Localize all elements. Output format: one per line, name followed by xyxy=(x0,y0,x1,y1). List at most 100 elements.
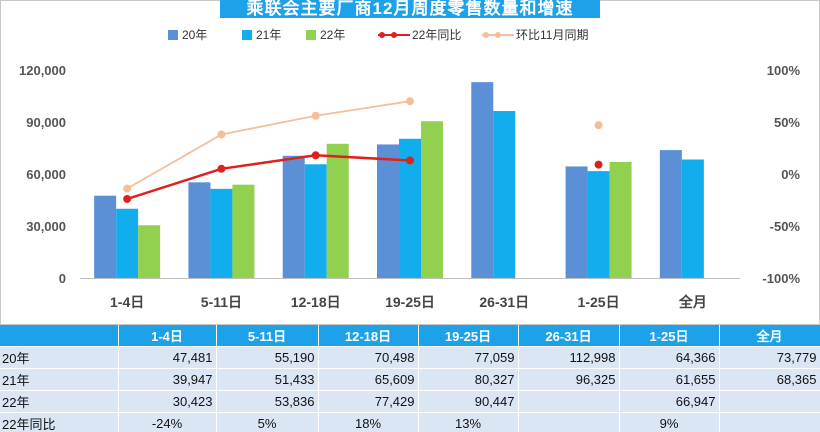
table-cell: 13% xyxy=(418,412,519,432)
bar xyxy=(94,195,117,278)
table-cell: 61,655 xyxy=(619,368,720,391)
table-cell xyxy=(518,390,620,413)
line-point xyxy=(311,151,320,160)
legend-label: 21年 xyxy=(256,28,281,42)
table-cell: 73,779 xyxy=(719,346,820,369)
y-axis-right-tick-label: 50% xyxy=(774,115,800,130)
line-point xyxy=(123,194,132,203)
line-point xyxy=(217,130,226,139)
table-cell: 5% xyxy=(216,412,319,432)
y-axis-right-tick-label: -100% xyxy=(762,271,800,286)
table-row: 22年 30,423 53,836 77,429 90,447 66,947 xyxy=(0,390,820,413)
table-header-cell xyxy=(0,325,119,347)
row-label: 20年 xyxy=(0,346,119,369)
chart-title: 乘联会主要厂商12月周度零售数量和增速 xyxy=(220,0,600,18)
legend-label: 22年 xyxy=(320,28,345,42)
y-axis-left-tick-label: 0 xyxy=(59,271,66,286)
legend-swatch xyxy=(306,30,316,40)
table-cell: 47,481 xyxy=(118,346,217,369)
bar xyxy=(210,188,233,278)
row-label: 22年 xyxy=(0,390,119,413)
line-point xyxy=(594,160,603,169)
table-cell xyxy=(518,412,620,432)
line-point xyxy=(217,164,226,173)
table-header-cell: 1-4日 xyxy=(118,325,217,347)
data-table-container: 1-4日 5-11日 12-18日 19-25日 26-31日 1-25日 全月… xyxy=(0,325,820,432)
table-cell: 39,947 xyxy=(118,368,217,391)
combo-chart: 20年 21年 22年 22年同比 环比11月同期 0 30,000 60,000 90,000… xyxy=(0,0,820,325)
legend-swatch xyxy=(168,30,178,40)
bar xyxy=(326,143,349,278)
table-cell: 77,429 xyxy=(318,390,419,413)
x-axis-tick-label: 1-4日 xyxy=(110,294,144,310)
table-cell: 80,327 xyxy=(418,368,519,391)
row-label: 21年 xyxy=(0,368,119,391)
legend-label: 环比11月同期 xyxy=(516,28,588,42)
line-point xyxy=(594,121,603,130)
bar xyxy=(471,82,494,278)
bar xyxy=(138,225,161,278)
legend-marker xyxy=(391,32,397,38)
table-cell xyxy=(719,390,820,413)
table-header-row: 1-4日 5-11日 12-18日 19-25日 26-31日 1-25日 全月 xyxy=(0,325,820,347)
bar xyxy=(399,138,421,278)
bar xyxy=(188,182,211,278)
table-header-cell: 19-25日 xyxy=(418,325,519,347)
bar xyxy=(232,184,255,278)
bar xyxy=(493,111,516,278)
x-axis-tick-label: 1-25日 xyxy=(578,294,620,310)
table-cell: 55,190 xyxy=(216,346,319,369)
y-axis-left-tick-label: 90,000 xyxy=(26,115,66,130)
legend-marker xyxy=(483,32,489,38)
table-header-cell: 全月 xyxy=(719,325,820,347)
table-cell xyxy=(719,412,820,432)
table-cell: 51,433 xyxy=(216,368,319,391)
table-cell: 112,998 xyxy=(518,346,620,369)
table-row: 20年 47,481 55,190 70,498 77,059 112,998 … xyxy=(0,346,820,369)
table-header-cell: 26-31日 xyxy=(518,325,620,347)
bar xyxy=(116,208,139,278)
legend-label: 22年同比 xyxy=(412,28,461,42)
x-axis-tick-label: 全月 xyxy=(678,294,707,310)
bar xyxy=(609,161,632,278)
y-axis-right-tick-label: 100% xyxy=(767,63,801,78)
table-cell: 68,365 xyxy=(719,368,820,391)
table-cell: 30,423 xyxy=(118,390,217,413)
legend-label: 20年 xyxy=(182,28,207,42)
bar xyxy=(377,144,399,278)
y-axis-left-tick-label: 30,000 xyxy=(26,219,66,234)
x-axis-tick-label: 12-18日 xyxy=(291,294,341,310)
bar xyxy=(304,164,327,278)
table-header-cell: 5-11日 xyxy=(216,325,319,347)
bar xyxy=(282,155,305,278)
table-cell: -24% xyxy=(118,412,217,432)
table-header-cell: 1-25日 xyxy=(619,325,720,347)
bar xyxy=(587,171,610,278)
table-cell: 18% xyxy=(318,412,419,432)
table-cell: 53,836 xyxy=(216,390,319,413)
table-header-cell: 12-18日 xyxy=(318,325,419,347)
table-cell: 9% xyxy=(619,412,720,432)
y-axis-left-tick-label: 60,000 xyxy=(26,167,66,182)
x-axis-tick-label: 26-31日 xyxy=(479,294,529,310)
bar xyxy=(565,166,588,278)
table-cell: 66,947 xyxy=(619,390,720,413)
x-axis-tick-label: 5-11日 xyxy=(201,294,242,310)
row-label: 22年同比 xyxy=(0,412,119,432)
line-point xyxy=(406,97,414,106)
table-cell: 90,447 xyxy=(418,390,519,413)
table-cell: 70,498 xyxy=(318,346,419,369)
y-axis-right-tick-label: -50% xyxy=(770,219,801,234)
data-table: 1-4日 5-11日 12-18日 19-25日 26-31日 1-25日 全月… xyxy=(0,325,820,432)
x-axis-tick-label: 19-25日 xyxy=(385,294,435,310)
table-cell: 96,325 xyxy=(518,368,620,391)
line-point xyxy=(123,184,132,193)
table-row: 21年 39,947 51,433 65,609 80,327 96,325 6… xyxy=(0,368,820,391)
bar xyxy=(681,159,704,278)
table-cell: 64,366 xyxy=(619,346,720,369)
series-line xyxy=(126,154,411,201)
bar xyxy=(421,121,443,279)
legend-marker xyxy=(495,32,501,38)
y-axis-right-tick-label: 0% xyxy=(781,167,800,182)
table-cell: 65,609 xyxy=(318,368,419,391)
